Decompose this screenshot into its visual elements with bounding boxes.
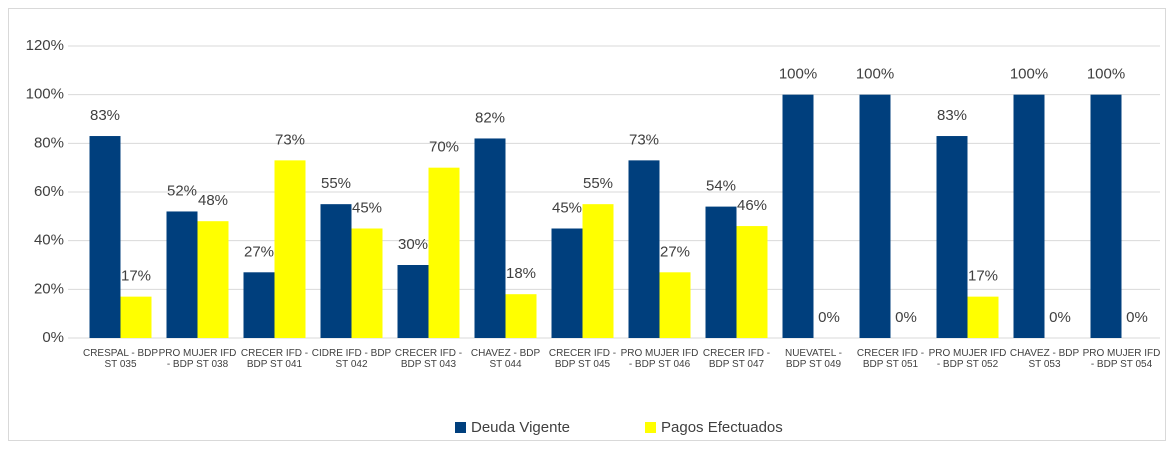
bar — [243, 272, 275, 338]
bar — [166, 211, 198, 338]
bar — [967, 296, 999, 338]
data-label: 0% — [1126, 309, 1148, 326]
bar — [320, 204, 352, 338]
bar — [659, 272, 691, 338]
x-tick-label-box: CRECER IFD - BDP ST 045 — [548, 348, 617, 370]
data-label: 45% — [552, 199, 582, 216]
x-tick-label: CRECER IFD - BDP ST 051 — [856, 348, 925, 370]
data-label: 0% — [818, 309, 840, 326]
data-label: 48% — [198, 192, 228, 209]
x-tick-label-box: PRO MUJER IFD - BDP ST 052 — [928, 348, 1007, 370]
data-label: 18% — [506, 265, 536, 282]
data-label: 52% — [167, 182, 197, 199]
x-tick-label-box: CRECER IFD - BDP ST 047 — [702, 348, 771, 370]
x-tick-label-box: CRECER IFD - BDP ST 043 — [394, 348, 463, 370]
x-tick-label-box: NUEVATEL - BDP ST 049 — [784, 348, 843, 370]
data-label: 45% — [352, 199, 382, 216]
x-tick-label: CIDRE IFD - BDP ST 042 — [311, 348, 392, 370]
data-label: 100% — [779, 66, 817, 83]
bar — [1013, 94, 1045, 339]
bar — [428, 167, 460, 338]
y-tick-label: 120% — [26, 37, 64, 54]
bar — [89, 136, 121, 338]
data-label: 46% — [737, 197, 767, 214]
bar — [736, 226, 768, 338]
x-tick-label: CRECER IFD - BDP ST 041 — [240, 348, 309, 370]
x-tick-label: PRO MUJER IFD - BDP ST 038 — [158, 348, 237, 370]
data-label: 100% — [856, 66, 894, 83]
x-tick-label-box: CRESPAL - BDP ST 035 — [82, 348, 159, 370]
x-tick-label-box: CRECER IFD - BDP ST 041 — [240, 348, 309, 370]
bar — [474, 138, 506, 338]
data-label: 0% — [1049, 309, 1071, 326]
legend-label: Deuda Vigente — [471, 419, 570, 436]
legend-swatch — [645, 422, 656, 433]
x-tick-label: CRESPAL - BDP ST 035 — [82, 348, 159, 370]
bar — [551, 228, 583, 338]
y-tick-label: 100% — [26, 86, 64, 103]
x-tick-label: CRECER IFD - BDP ST 043 — [394, 348, 463, 370]
data-label: 30% — [398, 236, 428, 253]
bar — [1090, 94, 1122, 339]
bar — [628, 160, 660, 338]
data-label: 73% — [629, 131, 659, 148]
data-label: 27% — [660, 243, 690, 260]
x-tick-label-box: CIDRE IFD - BDP ST 042 — [311, 348, 392, 370]
x-tick-label-box: PRO MUJER IFD - BDP ST 046 — [620, 348, 699, 370]
data-label: 83% — [90, 107, 120, 124]
y-tick-label: 40% — [34, 232, 64, 249]
data-label: 83% — [937, 107, 967, 124]
data-label: 73% — [275, 131, 305, 148]
bar — [782, 94, 814, 339]
data-label: 17% — [121, 268, 151, 285]
x-tick-label: NUEVATEL - BDP ST 049 — [784, 348, 843, 370]
data-label: 82% — [475, 109, 505, 126]
data-label: 54% — [706, 178, 736, 195]
x-tick-label: PRO MUJER IFD - BDP ST 052 — [928, 348, 1007, 370]
data-label: 17% — [968, 268, 998, 285]
x-tick-label: PRO MUJER IFD - BDP ST 046 — [620, 348, 699, 370]
x-tick-label-box: PRO MUJER IFD - BDP ST 054 — [1082, 348, 1161, 370]
bar — [505, 294, 537, 338]
y-tick-label: 60% — [34, 183, 64, 200]
x-tick-label-box: CRECER IFD - BDP ST 051 — [856, 348, 925, 370]
data-label: 100% — [1010, 66, 1048, 83]
x-tick-label-box: PRO MUJER IFD - BDP ST 038 — [158, 348, 237, 370]
bar — [397, 265, 429, 338]
legend-label: Pagos Efectuados — [661, 419, 783, 436]
y-tick-label: 0% — [42, 329, 64, 346]
y-tick-label: 20% — [34, 280, 64, 297]
data-label: 55% — [583, 175, 613, 192]
bar — [197, 221, 229, 338]
data-label: 70% — [429, 139, 459, 156]
data-label: 27% — [244, 243, 274, 260]
bar — [582, 204, 614, 338]
x-tick-label-box: CHAVEZ - BDP ST 044 — [470, 348, 541, 370]
bar — [936, 136, 968, 338]
x-tick-label: CRECER IFD - BDP ST 047 — [702, 348, 771, 370]
x-tick-label: CHAVEZ - BDP ST 044 — [470, 348, 541, 370]
data-label: 100% — [1087, 66, 1125, 83]
data-label: 55% — [321, 175, 351, 192]
bar — [705, 206, 737, 338]
bar — [274, 160, 306, 338]
bar — [120, 296, 152, 338]
data-label: 0% — [895, 309, 917, 326]
x-tick-label-box: CHAVEZ - BDP ST 053 — [1009, 348, 1080, 370]
bar — [351, 228, 383, 338]
x-tick-label: PRO MUJER IFD - BDP ST 054 — [1082, 348, 1161, 370]
y-tick-label: 80% — [34, 134, 64, 151]
bar — [859, 94, 891, 339]
legend-swatch — [455, 422, 466, 433]
x-tick-label: CRECER IFD - BDP ST 045 — [548, 348, 617, 370]
x-tick-label: CHAVEZ - BDP ST 053 — [1009, 348, 1080, 370]
